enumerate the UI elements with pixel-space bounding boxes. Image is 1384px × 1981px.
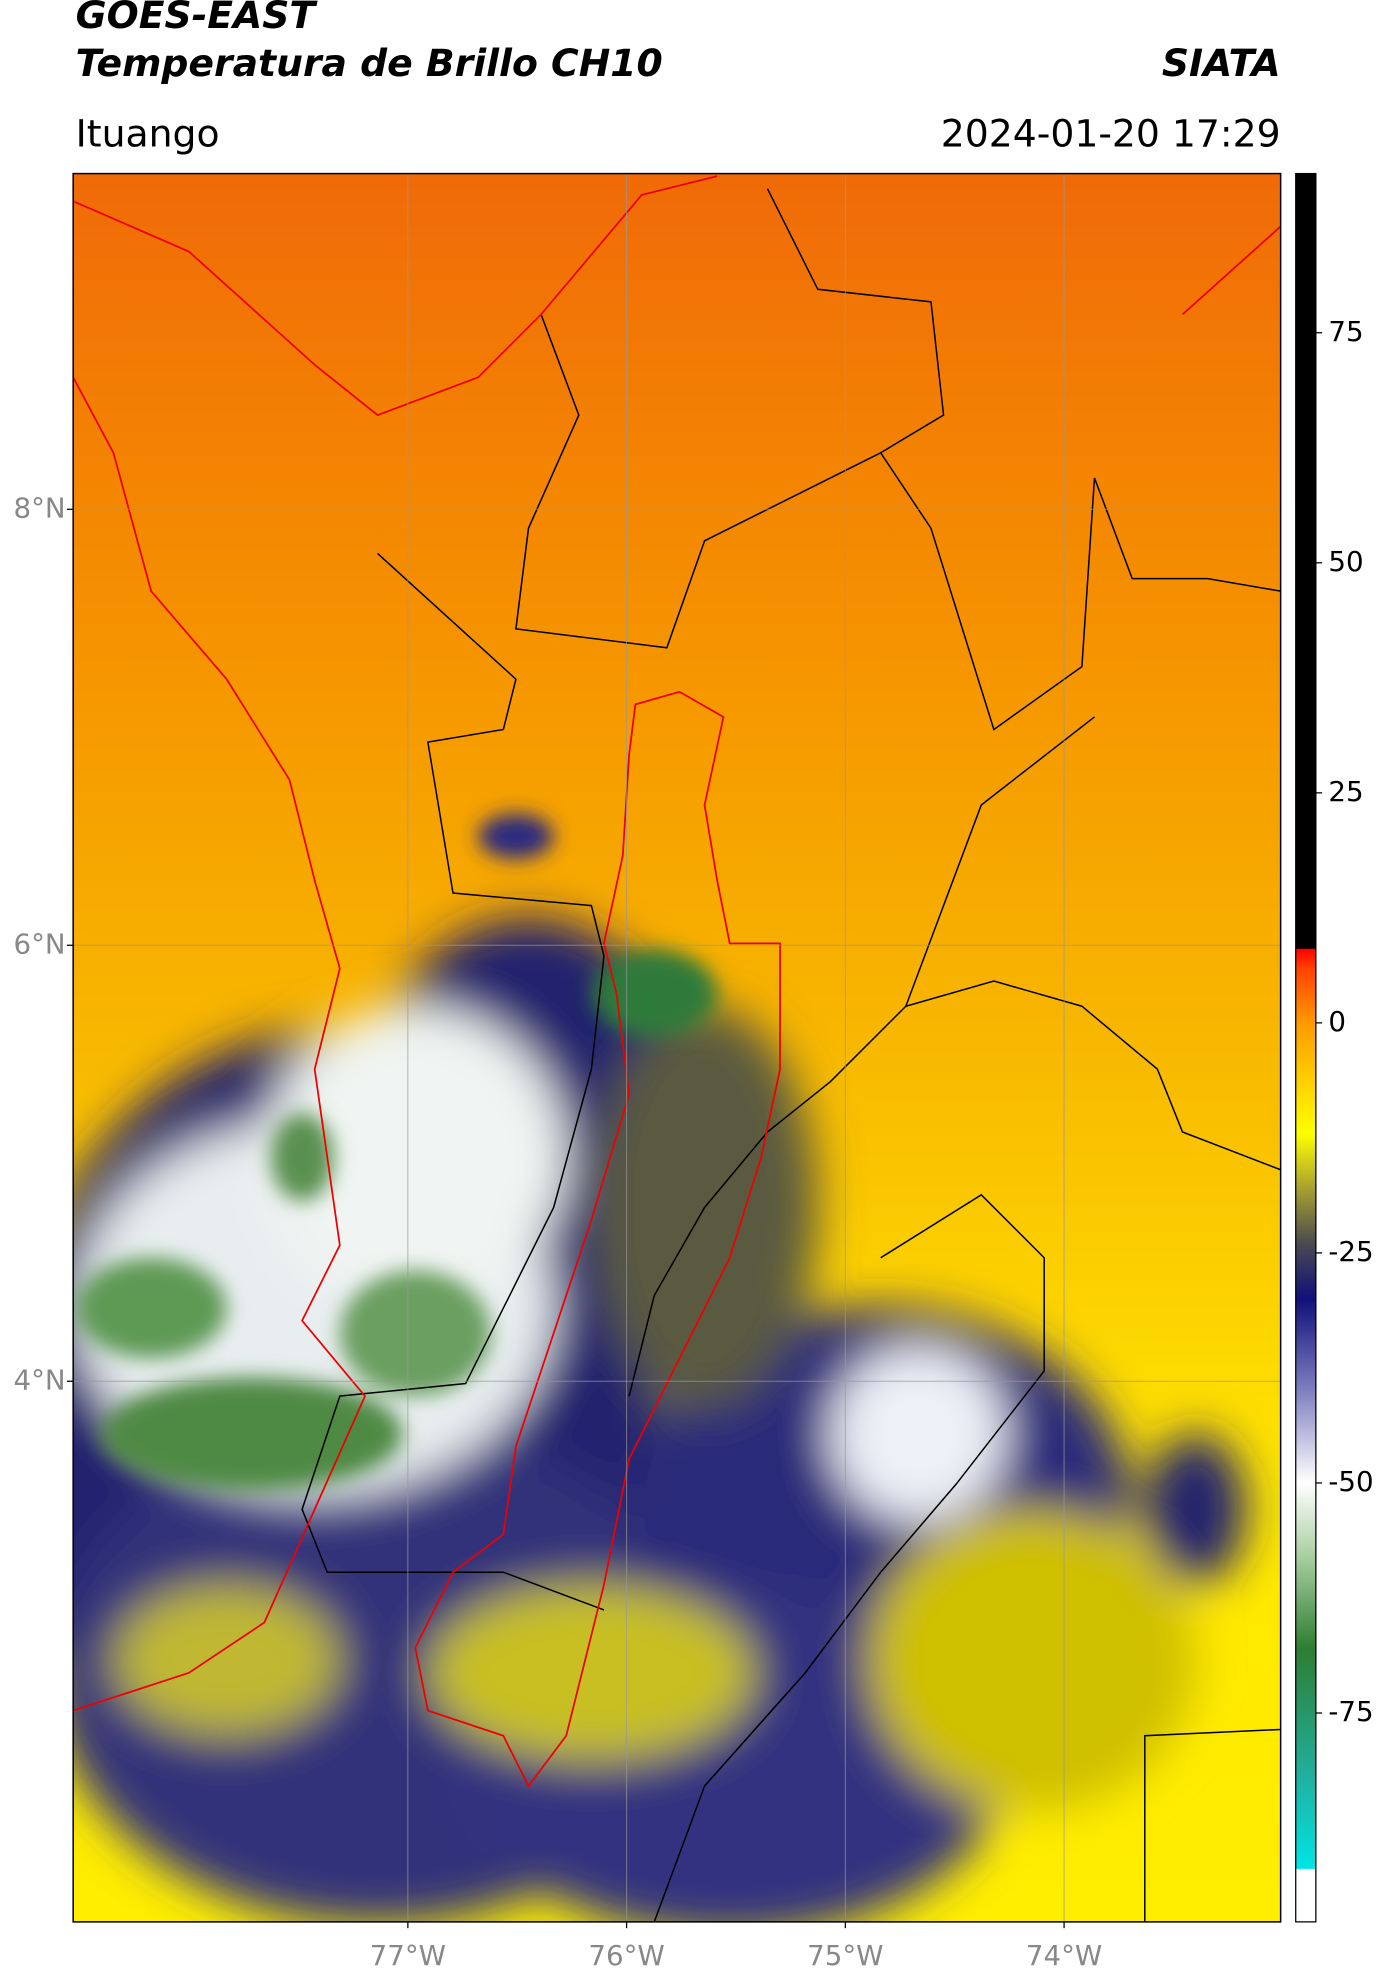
lon-tick-label: 77°W <box>370 1939 446 1972</box>
colorbar-tick-label: -75 <box>1328 1695 1373 1728</box>
source: SIATA <box>1162 41 1281 85</box>
lon-tick-label: 76°W <box>588 1939 664 1972</box>
colorbar-tick-label: 25 <box>1328 775 1363 808</box>
lat-tick-label: 8°N <box>14 491 66 524</box>
colorbar-tick-label: -50 <box>1328 1465 1373 1498</box>
colorbar-tick-label: -25 <box>1328 1235 1373 1268</box>
graticule: 8°N 6°N 4°N 77°W 76°W 75°W 74°W <box>14 173 1281 1972</box>
lat-tick-label: 6°N <box>14 927 66 960</box>
lat-tick-label: 4°N <box>14 1363 66 1396</box>
lon-tick-label: 74°W <box>1026 1939 1102 1972</box>
datetime: 2024-01-20 17:29 <box>941 111 1281 155</box>
colorbar-tick-label: 50 <box>1328 545 1363 578</box>
satellite-image <box>73 173 1281 1922</box>
colorbar: 75 50 25 0 -25 -50 -75 <box>1295 172 1374 1923</box>
colorbar-tick-label: 75 <box>1328 315 1363 348</box>
title: GOES-EAST <box>76 0 319 37</box>
subtitle: Temperatura de Brillo CH10 <box>76 41 663 85</box>
colorbar-tick-label: 0 <box>1328 1005 1346 1038</box>
location: Ituango <box>76 111 220 155</box>
map-frame <box>72 172 1282 1923</box>
colorbar-fill <box>1295 172 1317 1923</box>
lon-tick-label: 75°W <box>807 1939 883 1972</box>
